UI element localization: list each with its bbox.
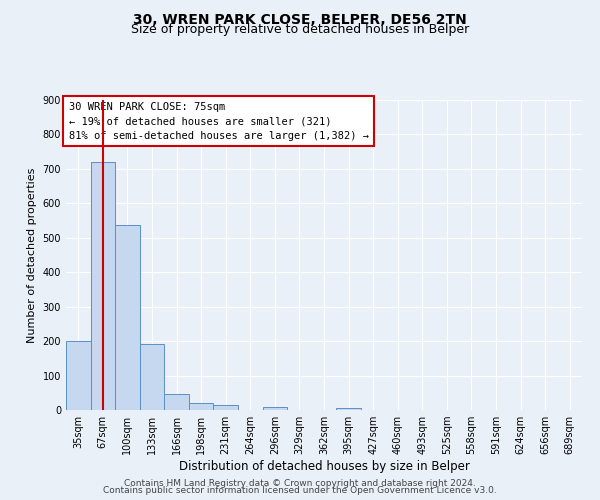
Bar — [66, 341, 91, 410]
Bar — [140, 344, 164, 410]
Bar — [214, 405, 238, 410]
Bar — [115, 225, 140, 410]
Bar — [263, 406, 287, 410]
Text: 30 WREN PARK CLOSE: 75sqm
← 19% of detached houses are smaller (321)
81% of semi: 30 WREN PARK CLOSE: 75sqm ← 19% of detac… — [68, 102, 368, 141]
Text: 30, WREN PARK CLOSE, BELPER, DE56 2TN: 30, WREN PARK CLOSE, BELPER, DE56 2TN — [133, 12, 467, 26]
Text: Contains HM Land Registry data © Crown copyright and database right 2024.: Contains HM Land Registry data © Crown c… — [124, 478, 476, 488]
Text: Contains public sector information licensed under the Open Government Licence v3: Contains public sector information licen… — [103, 486, 497, 495]
Bar — [91, 162, 115, 410]
Bar — [164, 394, 189, 410]
Text: Size of property relative to detached houses in Belper: Size of property relative to detached ho… — [131, 24, 469, 36]
Bar — [336, 408, 361, 410]
Y-axis label: Number of detached properties: Number of detached properties — [27, 168, 37, 342]
Bar — [189, 403, 214, 410]
X-axis label: Distribution of detached houses by size in Belper: Distribution of detached houses by size … — [179, 460, 469, 473]
